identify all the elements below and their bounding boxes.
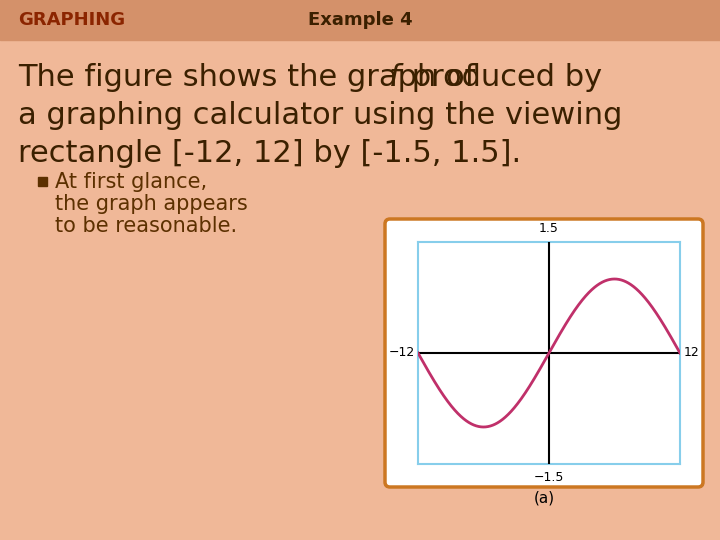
Text: (a): (a) [534, 490, 554, 505]
Text: the graph appears: the graph appears [55, 194, 248, 214]
Text: 12: 12 [683, 347, 699, 360]
Text: −1.5: −1.5 [534, 471, 564, 484]
Text: −12: −12 [389, 347, 415, 360]
Text: a graphing calculator using the viewing: a graphing calculator using the viewing [18, 102, 622, 131]
Text: 1.5: 1.5 [539, 222, 559, 235]
Bar [0, 0, 720, 40]
Text: to be reasonable.: to be reasonable. [55, 216, 237, 236]
Bar [38, 177, 47, 186]
Text: The figure shows the graph of: The figure shows the graph of [18, 64, 485, 92]
Text: produced by: produced by [402, 64, 602, 92]
Text: f: f [389, 64, 400, 92]
Text: rectangle [-12, 12] by [-1.5, 1.5].: rectangle [-12, 12] by [-1.5, 1.5]. [18, 139, 521, 168]
Text: GRAPHING: GRAPHING [18, 11, 125, 29]
Text: Example 4: Example 4 [307, 11, 413, 29]
FancyBboxPatch shape [385, 219, 703, 487]
Text: At first glance,: At first glance, [55, 172, 207, 192]
